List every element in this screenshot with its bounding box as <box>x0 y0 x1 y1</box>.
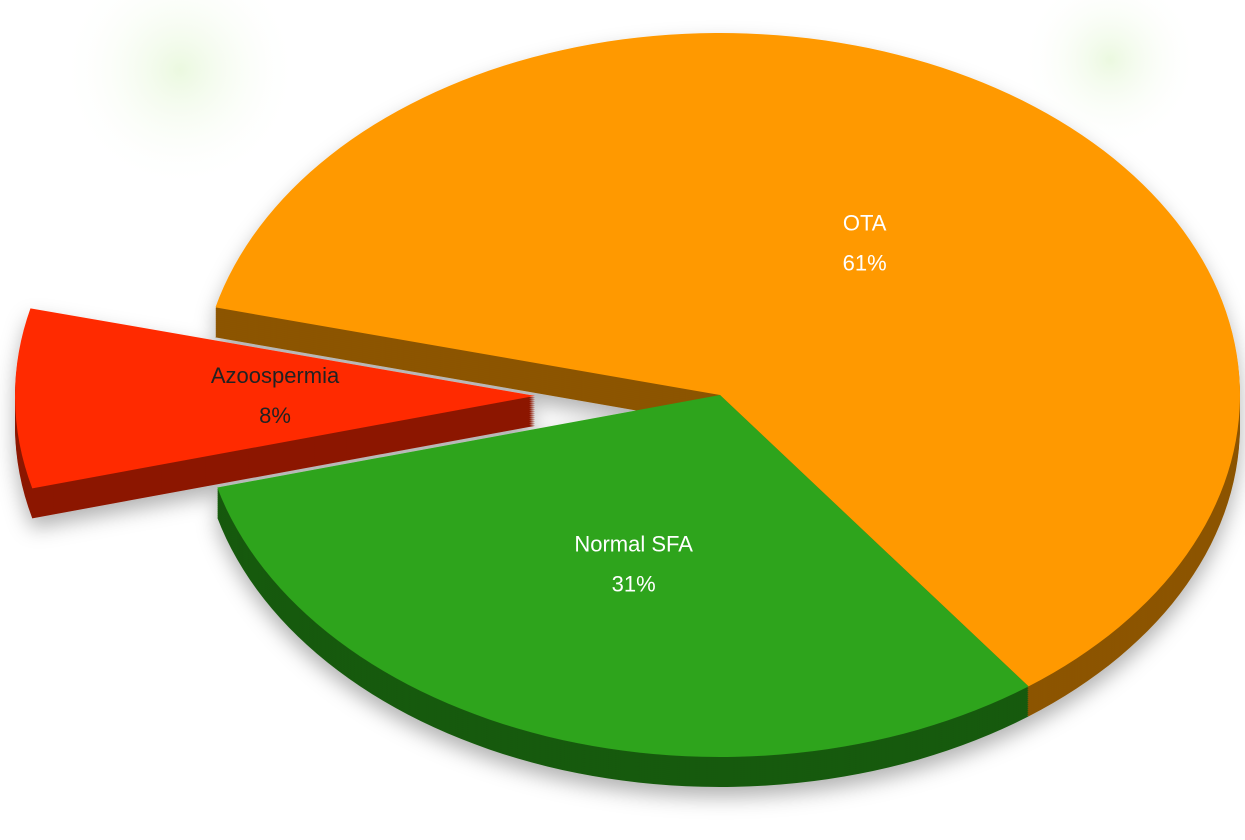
slice-value-label: 31% <box>612 572 656 597</box>
slice-value-label: 61% <box>843 250 887 275</box>
pie <box>15 33 1240 788</box>
slice-top <box>15 308 536 489</box>
slice-value-label: 8% <box>259 403 291 428</box>
slice-label: Normal SFA <box>574 532 693 557</box>
slice-label: Azoospermia <box>211 363 340 388</box>
labels: OTA 61% Normal SFA 31% Azoospermia 8% <box>211 210 887 596</box>
slice-top <box>215 33 1240 687</box>
background-decoration <box>1020 0 1200 150</box>
slice-label: OTA <box>843 210 887 235</box>
background-decoration <box>60 0 300 190</box>
slice <box>15 308 536 519</box>
slice <box>217 395 1029 788</box>
slice <box>215 33 1240 717</box>
slice-top <box>217 395 1029 758</box>
